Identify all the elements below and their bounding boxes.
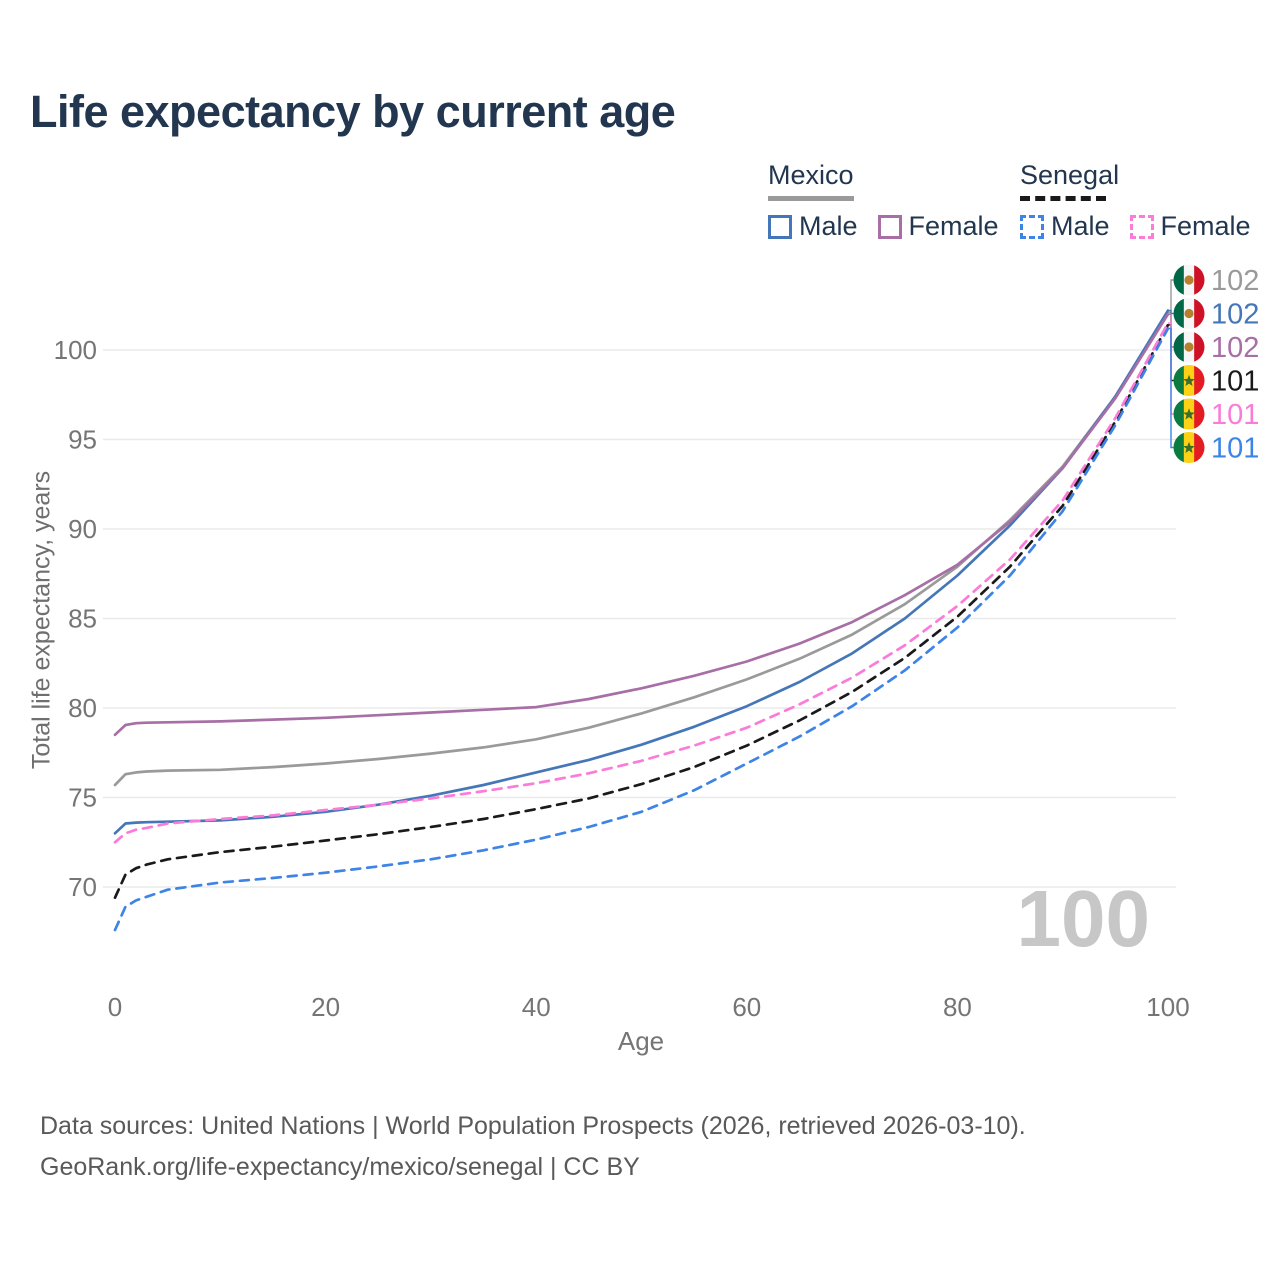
mexico-flag-icon xyxy=(1173,331,1205,363)
legend-header-senegal[interactable]: Senegal xyxy=(1020,160,1120,190)
footer: Data sources: United Nations | World Pop… xyxy=(40,1106,1026,1188)
x-tick-label-60: 60 xyxy=(732,992,761,1022)
leader-line-mexico-total xyxy=(1168,279,1174,314)
legend-item-label: Female xyxy=(908,211,999,241)
legend-item-senegal-male[interactable]: Male xyxy=(1020,211,1110,242)
mexico-male-swatch-icon xyxy=(768,214,792,239)
mexico-flag-icon xyxy=(1173,298,1205,329)
series-line-senegal-total xyxy=(113,323,1170,900)
senegal-flag-icon xyxy=(1173,398,1205,430)
x-tick-label-80: 80 xyxy=(943,992,972,1022)
end-label-value-senegal-female: 101 xyxy=(1211,399,1259,431)
end-label-value-mexico-female: 102 xyxy=(1211,332,1259,364)
senegal-flag-icon xyxy=(1173,432,1205,463)
y-axis-title: Total life expectancy, years xyxy=(27,470,56,770)
legend-underline-mexico-solid xyxy=(768,196,854,201)
y-tick-label-75: 75 xyxy=(68,783,97,813)
senegal-male-swatch-icon xyxy=(1020,214,1044,239)
end-label-value-mexico-male: 102 xyxy=(1211,299,1259,331)
legend-header-mexico[interactable]: Mexico xyxy=(768,160,854,190)
mexico-female-swatch-icon xyxy=(877,214,902,239)
legend-underline-senegal-dashed xyxy=(1020,196,1106,201)
mexico-flag-icon xyxy=(1173,264,1205,296)
footer-attribution: GeoRank.org/life-expectancy/mexico/seneg… xyxy=(40,1153,640,1181)
series-line-mexico-total xyxy=(113,311,1170,787)
y-tick-label-90: 90 xyxy=(68,514,97,544)
legend-item-mexico-female[interactable]: Female xyxy=(877,211,999,242)
end-label-value-senegal-male: 101 xyxy=(1211,433,1259,465)
end-label-value-senegal-total: 101 xyxy=(1211,366,1259,398)
legend-item-senegal-female[interactable]: Female xyxy=(1129,211,1251,242)
x-tick-label-0: 0 xyxy=(108,992,122,1022)
y-tick-label-85: 85 xyxy=(68,604,97,634)
senegal-flag-icon xyxy=(1173,365,1205,396)
leader-line-mexico-male xyxy=(1168,309,1174,315)
end-label-value-mexico-total: 102 xyxy=(1211,265,1259,297)
page-title: Life expectancy by current age xyxy=(30,86,676,137)
senegal-female-swatch-icon xyxy=(1129,214,1154,239)
legend-item-label: Male xyxy=(1051,211,1110,241)
legend-group-senegal: Senegal Male Female xyxy=(1020,160,1271,242)
x-tick-label-20: 20 xyxy=(311,992,340,1022)
y-tick-label-100: 100 xyxy=(54,335,97,365)
series-line-mexico-female xyxy=(113,312,1170,737)
x-tick-label-40: 40 xyxy=(522,992,551,1022)
footer-data-sources: Data sources: United Nations | World Pop… xyxy=(40,1112,1026,1140)
legend-item-label: Female xyxy=(1160,211,1251,241)
legend-group-mexico: Mexico Male Female xyxy=(768,160,1019,242)
y-tick-label-70: 70 xyxy=(68,872,97,902)
age-watermark: 100 xyxy=(1017,874,1150,963)
leader-line-senegal-male xyxy=(1168,327,1174,449)
series-line-senegal-female xyxy=(113,321,1170,844)
y-tick-label-95: 95 xyxy=(68,425,97,455)
legend-item-label: Male xyxy=(799,211,858,241)
y-tick-label-80: 80 xyxy=(68,693,97,723)
series-line-senegal-male xyxy=(113,327,1170,932)
x-tick-label-100: 100 xyxy=(1146,992,1189,1022)
x-axis-title: Age xyxy=(617,1026,665,1056)
series-line-mexico-male xyxy=(113,309,1170,835)
legend-item-mexico-male[interactable]: Male xyxy=(768,211,858,242)
